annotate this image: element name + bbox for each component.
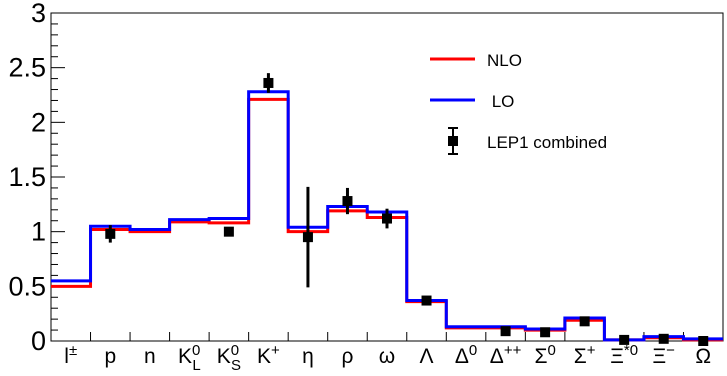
- x-tick-label: Ω: [695, 345, 711, 368]
- y-tick-label: 2: [31, 107, 46, 137]
- plot-frame: [50, 12, 724, 342]
- lep1-data-point: [579, 316, 590, 327]
- x-tick-label: K+: [257, 342, 280, 368]
- lep1-data-point: [658, 333, 669, 344]
- lep1-data-point: [302, 232, 313, 243]
- legend-label: LEP1 combined: [487, 133, 607, 152]
- y-tick-label: 3: [31, 0, 46, 28]
- x-tick-label: ω: [379, 345, 395, 368]
- lep1-data-point: [619, 334, 630, 345]
- lep1-data-point: [342, 196, 353, 207]
- lep1-data-point: [500, 326, 511, 337]
- x-tick-label: ρ: [341, 345, 353, 368]
- x-tick-label: K0 L: [178, 342, 201, 374]
- legend-label: LO: [487, 92, 514, 111]
- x-tick-label: Ξ−: [652, 342, 675, 368]
- y-tick-label: 0: [31, 326, 46, 356]
- x-tick-label: K0 S: [217, 342, 241, 374]
- lep1-data-point: [223, 226, 234, 237]
- x-tick-label: p: [104, 345, 116, 368]
- series-lo-line: [51, 90, 723, 342]
- lep1-data-point: [105, 228, 116, 239]
- legend-label: NLO: [487, 51, 522, 70]
- lep1-data-point: [421, 295, 432, 306]
- legend-marker: [448, 136, 458, 146]
- x-tick-label: Δ0: [455, 342, 477, 368]
- y-tick-label: 2.5: [8, 53, 46, 83]
- y-tick-label: 0.5: [8, 271, 46, 301]
- lep1-data-point: [382, 213, 392, 224]
- x-tick-label: Σ+: [574, 342, 596, 368]
- lep1-data-point: [698, 336, 709, 346]
- x-tick-label: Λ: [420, 345, 434, 368]
- x-tick-label: l±: [64, 342, 77, 368]
- x-tick-label: η: [302, 345, 314, 368]
- x-tick-label: Σ0: [534, 342, 555, 368]
- x-tick-label: Ξ*0: [610, 342, 638, 368]
- x-tick-label: Δ++: [490, 342, 522, 368]
- y-tick-label: 1: [31, 217, 46, 247]
- x-tick-label: n: [144, 345, 156, 368]
- y-tick-label: 1.5: [8, 162, 46, 192]
- lep1-data-point: [263, 77, 274, 88]
- lep1-data-point: [540, 327, 551, 338]
